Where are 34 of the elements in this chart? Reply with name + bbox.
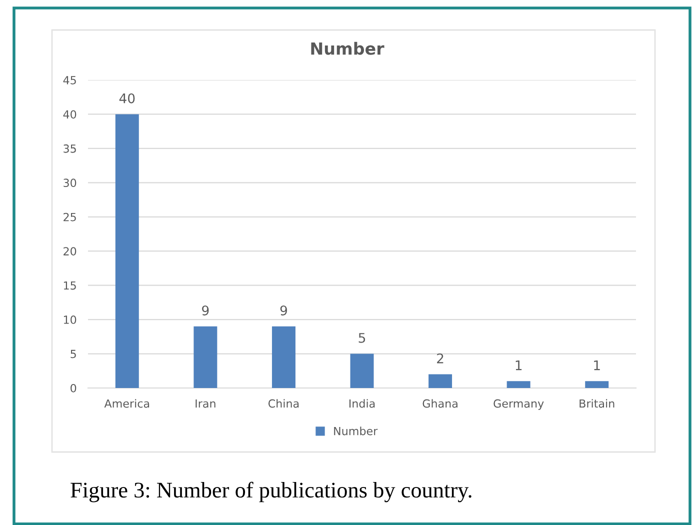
x-tick-label: Britain bbox=[580, 399, 614, 408]
y-tick-label: 20 bbox=[64, 247, 76, 256]
x-tick-label: Iran bbox=[196, 399, 216, 408]
bar bbox=[506, 381, 530, 388]
x-tick-label: Ghana bbox=[422, 399, 458, 408]
y-tick-label: 25 bbox=[64, 212, 76, 222]
data-label: 9 bbox=[280, 306, 287, 316]
bar bbox=[585, 381, 609, 388]
y-tick-label: 5 bbox=[70, 350, 76, 358]
y-tick-label: 15 bbox=[64, 281, 76, 290]
y-tick-label: 40 bbox=[63, 110, 76, 119]
bar bbox=[115, 114, 139, 388]
y-tick-label: 0 bbox=[70, 384, 76, 392]
caption: Figure 3: Number of publications by country. bbox=[70, 482, 472, 502]
x-tick-label: America bbox=[104, 399, 150, 408]
y-tick-label: 45 bbox=[63, 76, 76, 84]
data-label: 2 bbox=[437, 353, 444, 364]
bar bbox=[350, 354, 374, 388]
bar bbox=[272, 326, 296, 388]
bar bbox=[428, 374, 452, 388]
x-tick-label: Germany bbox=[494, 399, 544, 410]
data-label: 1 bbox=[594, 360, 600, 370]
x-tick-label: China bbox=[268, 399, 299, 408]
legend-label: Number bbox=[334, 426, 378, 436]
x-tick-label: India bbox=[349, 399, 375, 408]
y-tick-label: 30 bbox=[64, 178, 76, 188]
data-label: 40 bbox=[119, 93, 135, 104]
bar bbox=[194, 326, 218, 388]
data-label: 1 bbox=[516, 360, 522, 370]
chart-title: Number bbox=[311, 42, 384, 55]
y-tick-label: 10 bbox=[64, 316, 76, 324]
data-label: 5 bbox=[358, 333, 366, 343]
y-tick-label: 35 bbox=[64, 144, 76, 153]
data-label: 9 bbox=[202, 306, 209, 316]
